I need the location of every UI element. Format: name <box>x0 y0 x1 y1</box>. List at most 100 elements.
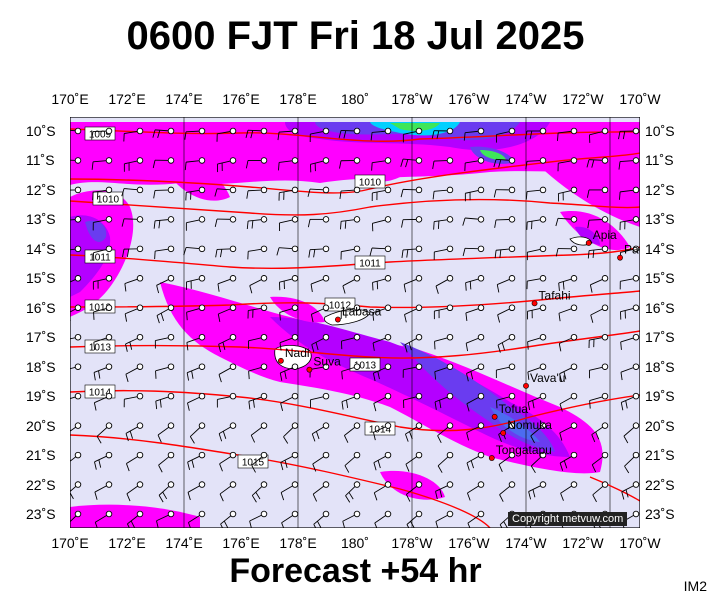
latitude-label-right: 17˚S <box>645 329 675 346</box>
wind-barb <box>308 245 330 258</box>
svg-text:1011: 1011 <box>359 259 381 270</box>
wind-barb <box>216 127 237 142</box>
wind-barb <box>530 451 547 474</box>
wind-barb <box>345 481 361 503</box>
latitude-label-right: 14˚S <box>645 240 675 257</box>
wind-barb <box>587 216 609 229</box>
longitude-label-top: 178˚E <box>279 91 317 107</box>
wind-barb <box>373 481 392 501</box>
wind-barb <box>246 216 268 230</box>
wind-barb <box>218 363 237 383</box>
wind-barb <box>559 363 578 382</box>
wind-barb <box>220 510 237 528</box>
weather-map: 1009 1010 1010 1011 1011 1012 1012 1013 1013 1014… <box>70 117 640 528</box>
latitude-label-right: 18˚S <box>645 358 675 375</box>
wind-barb <box>309 392 330 408</box>
latitude-label-right: 19˚S <box>645 388 675 405</box>
wind-barb-field <box>70 127 640 528</box>
wind-barb <box>403 275 423 293</box>
longitude-label-bottom: 180˚ <box>340 535 370 551</box>
city-name: Apia <box>593 228 617 242</box>
wind-barb <box>310 157 330 173</box>
wind-barb <box>309 127 330 143</box>
wind-barb <box>588 363 609 379</box>
wind-barb <box>189 422 206 444</box>
wind-barb <box>126 481 144 502</box>
svg-text:1014: 1014 <box>369 425 392 436</box>
city-dot <box>500 430 507 436</box>
wind-barb <box>618 157 640 170</box>
wind-barb <box>466 422 485 441</box>
wind-barb <box>499 481 516 502</box>
wind-barb <box>374 510 392 528</box>
longitude-label-bottom: 172˚W <box>562 535 604 551</box>
wind-barb <box>277 127 299 141</box>
wind-barb <box>344 451 361 473</box>
latitude-label-left: 14˚S <box>26 240 56 257</box>
wind-barb <box>276 245 299 256</box>
wind-barb <box>437 422 454 444</box>
latitude-label-left: 18˚S <box>26 358 56 375</box>
latitude-label-left: 23˚S <box>26 506 56 522</box>
wind-barb <box>342 275 361 294</box>
wind-barb <box>527 363 547 380</box>
latitude-label-right: 11˚S <box>645 152 674 169</box>
wind-barb <box>433 245 454 260</box>
latitude-label-left: 12˚S <box>26 181 56 198</box>
wind-barb <box>557 157 578 172</box>
wind-barb <box>372 333 392 351</box>
wind-barb <box>279 275 299 291</box>
wind-barb <box>214 216 237 228</box>
wind-barb <box>341 392 361 410</box>
wind-barb <box>619 216 640 231</box>
wind-barb <box>495 363 516 379</box>
wind-barb <box>618 127 640 140</box>
wind-barb <box>620 392 640 411</box>
latitude-label-right: 16˚S <box>645 299 675 316</box>
wind-barb <box>623 422 640 444</box>
city-marker: Labasa <box>334 305 382 323</box>
city-name: Tafahi <box>539 288 571 302</box>
wind-barb <box>184 127 206 140</box>
city-name: Suva <box>313 355 341 369</box>
wind-barb <box>526 216 547 230</box>
wind-barb <box>558 275 578 291</box>
longitude-label-top: 176˚W <box>448 91 490 107</box>
wind-barb <box>249 275 268 294</box>
wind-barb <box>152 157 175 169</box>
wind-barb <box>530 422 547 444</box>
wind-barb <box>93 363 113 381</box>
wind-barb <box>341 363 361 380</box>
wind-barb <box>156 275 175 294</box>
wind-barb <box>278 157 299 171</box>
wind-barb <box>434 363 454 380</box>
graticule <box>183 117 611 528</box>
wind-barb <box>312 481 330 502</box>
wind-barb <box>620 304 640 320</box>
wind-barb <box>247 304 268 319</box>
wind-barb <box>526 245 547 261</box>
svg-text:1012: 1012 <box>329 301 352 312</box>
wind-barb <box>339 186 361 200</box>
wind-barb <box>248 392 268 410</box>
wind-barb <box>158 451 175 473</box>
wind-barb <box>93 304 113 320</box>
city-dot <box>523 382 529 389</box>
wind-barb <box>465 333 485 352</box>
wind-barb <box>187 451 206 470</box>
wind-barb <box>372 216 392 232</box>
wind-barb <box>70 451 82 462</box>
wind-barb <box>188 510 206 528</box>
wind-barb <box>156 304 175 324</box>
city-dot <box>585 240 592 246</box>
wind-barb <box>619 186 640 200</box>
wind-barb <box>247 333 268 349</box>
wind-barb <box>405 481 423 502</box>
wind-barb <box>155 392 175 410</box>
wind-barb <box>251 481 268 503</box>
city-dot <box>617 254 623 261</box>
city-marker: Nomuka <box>500 418 552 436</box>
wind-barb <box>219 481 237 502</box>
latitude-label-left: 21˚S <box>26 447 56 464</box>
wind-barb <box>526 275 547 290</box>
